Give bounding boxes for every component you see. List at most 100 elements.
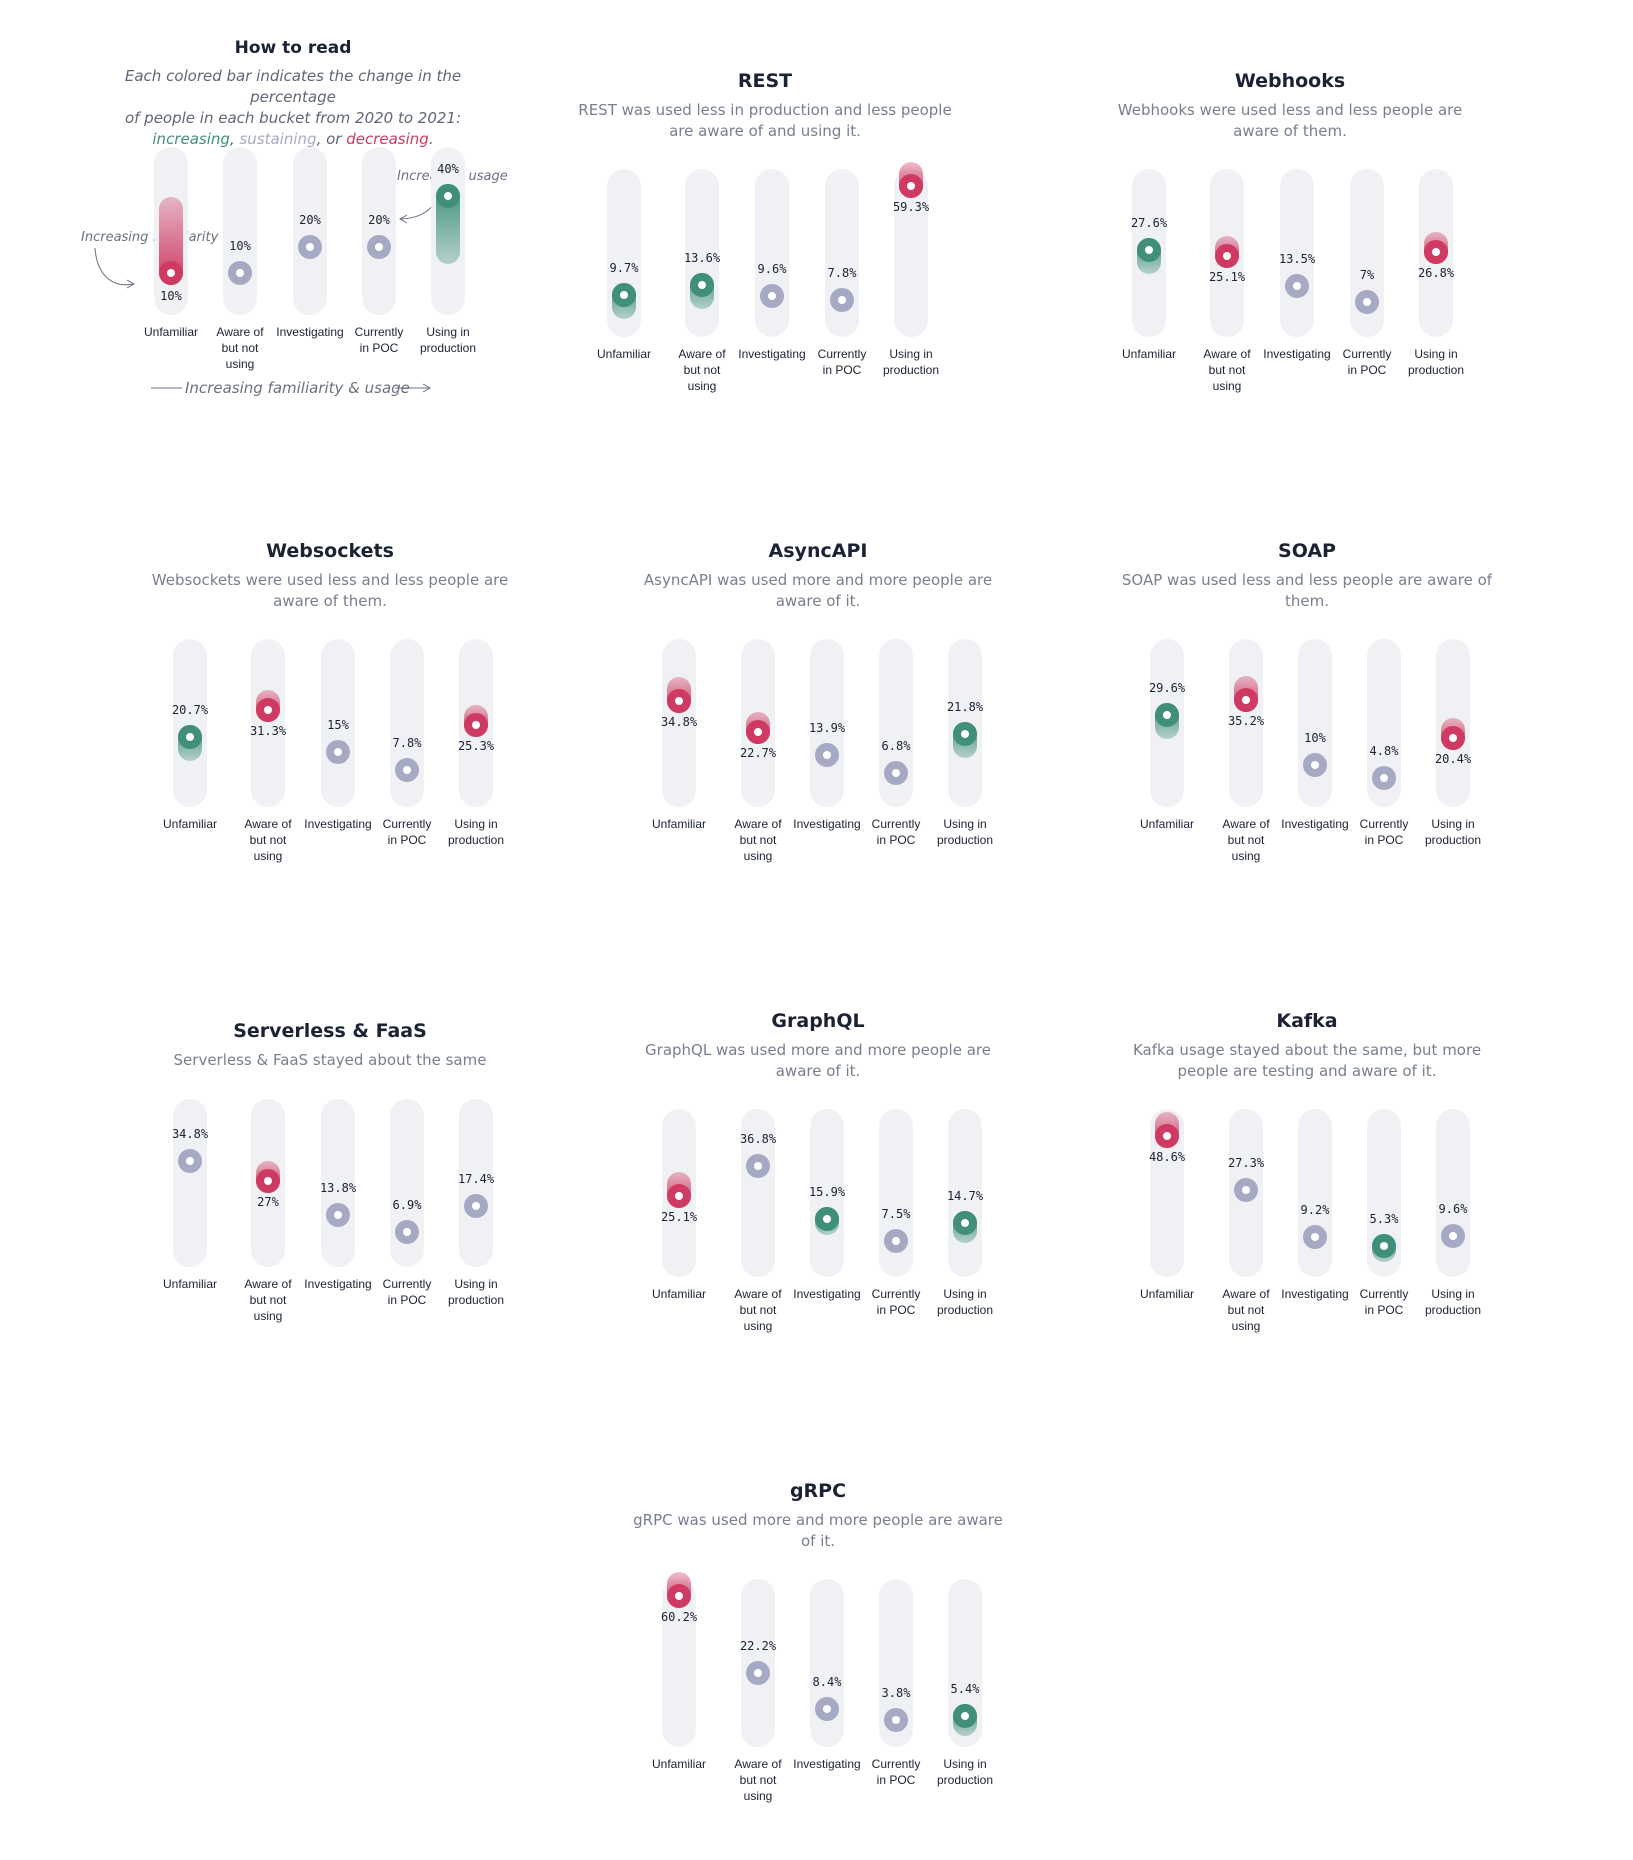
chart-graphql: GraphQL GraphQL was used more and more p… xyxy=(608,990,1028,1390)
data-point-using-in-production xyxy=(899,174,923,198)
value-label-currently-in-poc: 7.8% xyxy=(392,736,422,751)
legend-end: . xyxy=(428,130,434,148)
value-label-aware-not-using: 35.2% xyxy=(1227,714,1265,729)
category-label-aware-not-using: Aware of but not using xyxy=(216,325,264,371)
data-point-unfamiliar xyxy=(667,1183,691,1208)
data-point-currently-in-poc xyxy=(395,1220,419,1245)
description-line-2: of people in each bucket from 2020 to 20… xyxy=(124,109,462,127)
data-point-unfamiliar xyxy=(1155,702,1179,727)
data-point-investigating xyxy=(1285,273,1309,298)
category-label-investigating: Investigating xyxy=(1281,1287,1349,1301)
value-label-investigating: 9.2% xyxy=(1300,1202,1330,1217)
bar-track-investigating xyxy=(1298,1109,1332,1277)
value-label-aware-not-using: 10% xyxy=(229,238,251,253)
value-label-using-in-production: 21.8% xyxy=(946,700,984,715)
category-label-currently-in-poc: Currently in POC xyxy=(382,1277,432,1307)
value-label-using-in-production: 40% xyxy=(437,162,459,176)
data-point-investigating xyxy=(815,742,839,767)
value-label-using-in-production: 26.8% xyxy=(1417,265,1455,280)
category-label-aware-not-using: Aware of but not using xyxy=(244,817,292,863)
category-label-unfamiliar: Unfamiliar xyxy=(162,1277,217,1291)
value-label-using-in-production: 25.3% xyxy=(457,739,495,754)
category-label-using-in-production: Using in production xyxy=(936,817,994,847)
chart-grpc: gRPC gRPC was used more and more people … xyxy=(608,1460,1028,1860)
data-point-currently-in-poc xyxy=(367,235,391,259)
category-label-unfamiliar: Unfamiliar xyxy=(143,325,198,339)
chart-description: SOAP was used less and less people are a… xyxy=(1121,571,1493,610)
chart-title: Serverless & FaaS xyxy=(233,1020,427,1042)
category-label-using-in-production: Using in production xyxy=(936,1757,994,1787)
legend-increasing: increasing xyxy=(152,130,230,148)
bar-track-investigating xyxy=(810,639,844,807)
value-label-unfamiliar: 60.2% xyxy=(660,1610,698,1624)
data-point-currently-in-poc xyxy=(1372,765,1396,790)
data-point-using-in-production xyxy=(953,1210,977,1235)
value-label-using-in-production: 9.6% xyxy=(1438,1201,1468,1216)
data-point-investigating xyxy=(815,1696,839,1721)
chart-title: gRPC xyxy=(789,1480,847,1502)
category-label-currently-in-poc: Currently in POC xyxy=(1342,347,1392,377)
category-label-unfamiliar: Unfamiliar xyxy=(1121,347,1176,361)
category-label-using-in-production: Using in production xyxy=(1424,1287,1482,1317)
data-point-aware-not-using xyxy=(228,260,252,285)
data-point-investigating xyxy=(1303,752,1327,777)
data-point-currently-in-poc xyxy=(884,760,908,785)
value-label-unfamiliar: 34.8% xyxy=(660,715,698,730)
chart-description: REST was used less in production and les… xyxy=(578,101,952,140)
data-point-unfamiliar xyxy=(667,689,691,714)
chart-asyncapi: AsyncAPI AsyncAPI was used more and more… xyxy=(608,520,1028,920)
bar-track-investigating xyxy=(293,147,327,315)
category-label-currently-in-poc: Currently in POC xyxy=(871,817,921,847)
data-point-investigating xyxy=(815,1207,839,1232)
value-label-investigating: 15.9% xyxy=(808,1185,846,1200)
legend-separator: , xyxy=(229,130,240,148)
value-label-using-in-production: 5.4% xyxy=(950,1682,980,1697)
bar-track-aware-not-using xyxy=(741,1109,775,1277)
description-line-1: Each colored bar indicates the change in… xyxy=(124,67,462,106)
chart-description: gRPC was used more and more people are a… xyxy=(633,1511,1003,1550)
bar-track-unfamiliar xyxy=(662,639,696,807)
chart-websockets: Websockets Websockets were used less and… xyxy=(120,520,540,920)
data-point-investigating xyxy=(326,739,350,764)
value-label-aware-not-using: 27% xyxy=(257,1195,279,1210)
category-label-using-in-production: Using in production xyxy=(936,1287,994,1317)
chart-description: AsyncAPI was used more and more people a… xyxy=(643,571,993,610)
value-label-currently-in-poc: 6.9% xyxy=(392,1198,422,1213)
data-point-using-in-production xyxy=(436,184,460,208)
value-label-currently-in-poc: 5.3% xyxy=(1369,1212,1399,1227)
category-label-unfamiliar: Unfamiliar xyxy=(162,817,217,831)
value-label-investigating: 20% xyxy=(299,213,321,227)
data-point-unfamiliar xyxy=(1137,237,1161,262)
data-point-using-in-production xyxy=(1441,1223,1465,1248)
data-point-unfamiliar xyxy=(178,1149,202,1174)
bar-track-investigating xyxy=(1298,639,1332,807)
category-label-aware-not-using: Aware of but not using xyxy=(734,1287,782,1333)
category-label-aware-not-using: Aware of but not using xyxy=(1203,347,1251,393)
chart-description: Websockets were used less and less peopl… xyxy=(151,571,509,610)
bar-track-investigating xyxy=(321,639,355,807)
value-label-currently-in-poc: 6.8% xyxy=(881,738,911,753)
value-label-unfamiliar: 10% xyxy=(160,288,182,303)
bar-track-aware-not-using xyxy=(223,147,257,315)
chart-description: Webhooks were used less and less people … xyxy=(1117,101,1463,140)
value-label-aware-not-using: 27.3% xyxy=(1227,1156,1265,1171)
chart-description: Each colored bar indicates the change in… xyxy=(103,66,483,150)
category-label-currently-in-poc: Currently in POC xyxy=(1359,1287,1409,1317)
bar-track-aware-not-using xyxy=(1229,639,1263,807)
value-label-using-in-production: 17.4% xyxy=(457,1171,495,1186)
chart-rest: REST REST was used less in production an… xyxy=(555,50,975,450)
value-label-unfamiliar: 48.6% xyxy=(1148,1150,1186,1165)
data-point-aware-not-using xyxy=(256,1169,280,1194)
data-point-unfamiliar xyxy=(1155,1124,1179,1149)
category-label-investigating: Investigating xyxy=(304,1277,372,1291)
data-point-aware-not-using xyxy=(746,1661,770,1686)
value-label-aware-not-using: 36.8% xyxy=(739,1132,777,1147)
value-label-unfamiliar: 9.7% xyxy=(609,261,639,276)
category-label-investigating: Investigating xyxy=(276,325,344,339)
category-label-aware-not-using: Aware of but not using xyxy=(734,817,782,863)
category-label-investigating: Investigating xyxy=(793,817,861,831)
data-point-unfamiliar xyxy=(159,260,183,285)
data-point-using-in-production xyxy=(1424,239,1448,264)
chart-soap: SOAP SOAP was used less and less people … xyxy=(1097,520,1517,920)
value-label-unfamiliar: 27.6% xyxy=(1130,215,1168,230)
